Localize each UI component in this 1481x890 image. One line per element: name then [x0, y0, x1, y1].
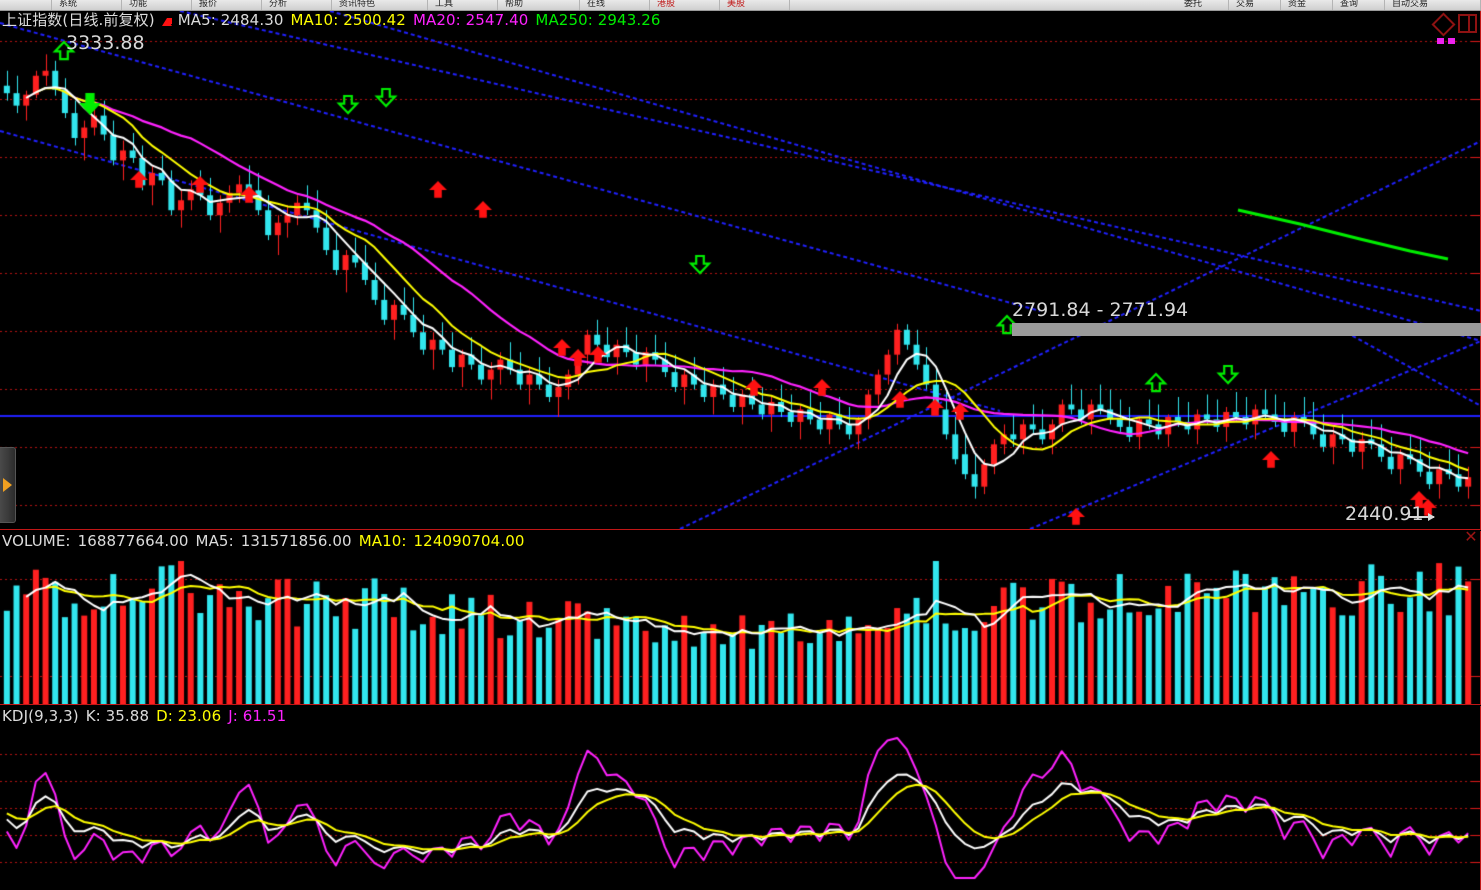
- toolbar-item-news[interactable]: 资讯特色: [332, 0, 428, 10]
- low-price-label: 2440.91: [1345, 503, 1424, 525]
- volume-ma10-label: MA10:: [358, 532, 407, 550]
- price-chart-pane[interactable]: [0, 11, 1481, 529]
- ma10-label: MA10: 2500.42: [290, 11, 406, 29]
- main-toolbar[interactable]: 系统 功能 报价 分析 资讯特色 工具 帮助 在线 港股 美股 委托 交易 资金…: [0, 0, 1481, 11]
- layout-dot-1: [1437, 38, 1444, 44]
- toolbar-item-funds[interactable]: 资金: [1281, 0, 1333, 10]
- pane-separator-1[interactable]: [0, 529, 1481, 530]
- volume-chart-canvas[interactable]: [0, 531, 1481, 704]
- kdj-indicator-header: KDJ(9,3,3) K: 35.88 D: 23.06 J: 61.51: [2, 708, 293, 725]
- toolbar-item-hk-stocks[interactable]: 港股: [650, 0, 720, 10]
- volume-chart-pane[interactable]: ✕: [0, 531, 1481, 704]
- diamond-tool-icon[interactable]: [1431, 12, 1456, 37]
- sidebar-expand-handle[interactable]: [0, 447, 16, 523]
- layout-dots-indicator: [1437, 38, 1455, 44]
- ma250-label: MA250: 2943.26: [535, 11, 661, 29]
- toolbar-item-tools[interactable]: 工具: [428, 0, 498, 10]
- toolbar-item-order[interactable]: 委托: [1177, 0, 1229, 10]
- price-title: 上证指数(日线.前复权): [2, 11, 155, 29]
- kdj-chart-canvas[interactable]: [0, 706, 1481, 890]
- toolbar-item-online[interactable]: 在线: [580, 0, 650, 10]
- up-arrow-icon: [161, 11, 176, 29]
- high-price-label: 3333.88: [66, 32, 145, 54]
- toolbar-item-help[interactable]: 帮助: [498, 0, 580, 10]
- pane-separator-2[interactable]: [0, 704, 1481, 705]
- layout-dot-2: [1448, 38, 1455, 44]
- chevron-right-icon: [3, 478, 12, 492]
- kdj-chart-pane[interactable]: [0, 706, 1481, 890]
- price-chart-canvas[interactable]: [0, 11, 1481, 529]
- kdj-k-label: K: 35.88: [85, 707, 150, 725]
- toolbar-item-trade[interactable]: 交易: [1229, 0, 1281, 10]
- toolbar-item-0[interactable]: [0, 0, 52, 10]
- toolbar-item-query[interactable]: 查询: [1333, 0, 1385, 10]
- kdj-j-label: J: 61.51: [228, 707, 287, 725]
- toolbar-item-function[interactable]: 功能: [122, 0, 192, 10]
- volume-value: 168877664.00: [77, 532, 189, 550]
- close-icon[interactable]: ✕: [1464, 531, 1478, 546]
- ma5-label: MA5: 2484.30: [177, 11, 284, 29]
- kdj-name-label: KDJ(9,3,3): [2, 707, 79, 725]
- price-highlight-band: [1012, 323, 1481, 336]
- price-indicator-header: 上证指数(日线.前复权) MA5: 2484.30 MA10: 2500.42 MA2…: [2, 12, 668, 29]
- volume-ma10-value: 124090704.00: [413, 532, 525, 550]
- range-price-label: 2791.84 - 2771.94: [1012, 299, 1189, 321]
- toolbar-item-us-stocks[interactable]: 美股: [720, 0, 790, 10]
- ma20-label: MA20: 2547.40: [412, 11, 529, 29]
- toolbar-item-quote[interactable]: 报价: [192, 0, 262, 10]
- volume-ma5-label: MA5:: [195, 532, 234, 550]
- volume-name-label: VOLUME:: [2, 532, 71, 550]
- toolbar-item-analysis[interactable]: 分析: [262, 0, 332, 10]
- toolbar-item-system[interactable]: 系统: [52, 0, 122, 10]
- volume-ma5-value: 131571856.00: [240, 532, 352, 550]
- split-view-icon[interactable]: [1458, 14, 1477, 33]
- kdj-d-label: D: 23.06: [156, 707, 222, 725]
- toolbar-item-auto-trade[interactable]: 自动交易: [1385, 0, 1481, 10]
- low-price-pointer: [1408, 513, 1435, 521]
- volume-indicator-header: VOLUME: 168877664.00 MA5: 131571856.00 MA10:…: [2, 533, 531, 550]
- chart-tool-icons[interactable]: [1431, 12, 1477, 37]
